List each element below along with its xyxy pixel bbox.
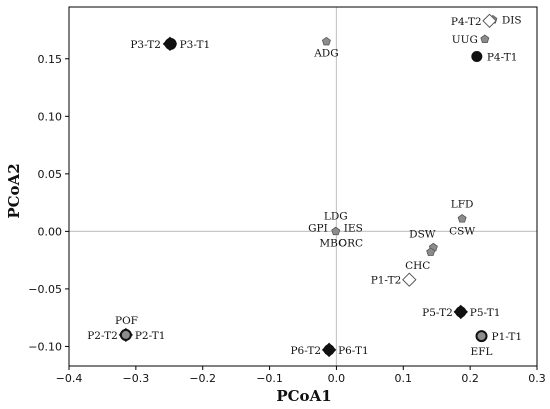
plot-frame: [68, 6, 538, 367]
x-tick-label: 0.0: [328, 372, 346, 385]
x-tick-label: 0.1: [395, 372, 413, 385]
sample-point: [482, 13, 497, 29]
point-label: P5-T1: [470, 307, 501, 319]
point-label: DIS: [502, 15, 522, 27]
y-tick-label: −0.10: [28, 340, 62, 353]
point-label: UUG: [452, 34, 478, 46]
point-label: CHC: [405, 260, 430, 272]
point-label: IES: [344, 222, 363, 234]
sample-point: [119, 328, 132, 341]
point-label: P2-T1: [135, 330, 166, 342]
sample-point: [162, 36, 178, 52]
y-tick-label: 0.15: [38, 53, 63, 66]
x-axis: −0.4 −0.3 −0.2 −0.1 0.0 0.1 0.2 0.3: [56, 366, 546, 385]
sample-point: [453, 304, 468, 320]
x-tick-label: −0.4: [56, 372, 83, 385]
x-tick-label: −0.1: [256, 372, 283, 385]
point-label: CSW: [449, 226, 475, 238]
species-point: [480, 34, 490, 44]
sample-point: [321, 342, 337, 358]
point-label: P1-T1: [492, 331, 523, 343]
point-label: P5-T2: [422, 307, 453, 319]
reference-lines: [69, 7, 537, 366]
y-tick-label: 0.05: [38, 168, 63, 181]
species-point: [321, 36, 331, 46]
point-label: P3-T1: [180, 39, 211, 51]
y-tick-label: −0.05: [28, 283, 62, 296]
point-label: P2-T2: [87, 330, 118, 342]
point-label: LFD: [451, 199, 474, 211]
x-tick-label: −0.3: [122, 372, 149, 385]
x-axis-title: PCoA1: [276, 387, 331, 405]
x-tick-label: 0.3: [528, 372, 546, 385]
point-label: GPI: [308, 222, 328, 234]
y-tick-label: 0.10: [38, 110, 63, 123]
point-labels: P1-T1 P1-T2 P2-T1 P2-T2 P3-T1 P3-T2 P4-T1 P4-T2…: [87, 15, 522, 358]
sample-point: [402, 272, 417, 287]
point-label: ADG: [313, 48, 338, 60]
sample-point: [471, 50, 483, 62]
species-point: [457, 214, 467, 223]
point-label: P1-T2: [371, 275, 402, 287]
y-axis: −0.10 −0.05 0.00 0.05 0.10 0.15: [28, 53, 69, 353]
plot-area: [68, 6, 538, 367]
point-label: ORC: [338, 237, 363, 249]
x-tick-label: −0.2: [189, 372, 216, 385]
sample-markers: [118, 13, 497, 358]
point-label: P6-T2: [290, 345, 321, 357]
species-point: [426, 247, 436, 256]
point-label: DSW: [409, 228, 436, 240]
sample-point: [475, 330, 488, 343]
point-label: P4-T2: [451, 16, 482, 28]
point-label: P4-T1: [487, 51, 518, 63]
point-label: P6-T1: [338, 345, 369, 357]
point-label: P3-T2: [130, 39, 161, 51]
point-label: POF: [115, 315, 138, 327]
y-axis-title: PCoA2: [5, 163, 23, 218]
point-label: EFL: [471, 346, 493, 358]
species-point: [331, 226, 341, 236]
point-label: MBC: [319, 237, 346, 249]
x-tick-label: 0.2: [461, 372, 479, 385]
point-label: LDG: [324, 210, 348, 222]
y-tick-label: 0.00: [38, 225, 63, 238]
